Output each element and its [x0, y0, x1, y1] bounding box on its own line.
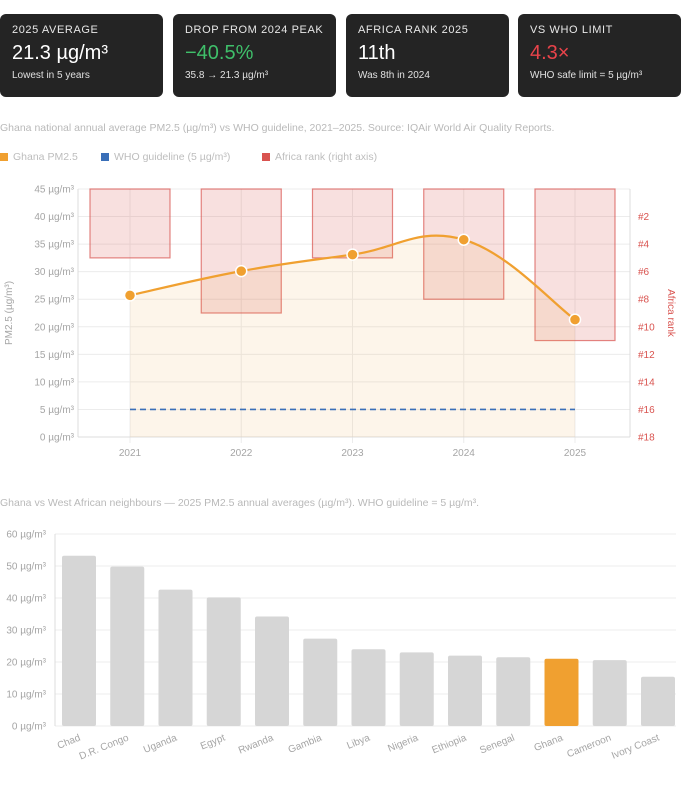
- x-tick-label: 2023: [341, 448, 364, 459]
- ghana-pm25-point-2024: [457, 233, 470, 246]
- rank-bar-2023: [311, 188, 394, 259]
- y-tick-label: 20 µg/m³: [6, 658, 46, 669]
- y2-tick-label: #18: [638, 433, 655, 444]
- y-tick-label: 20 µg/m³: [34, 322, 74, 333]
- y-axis-title: PM2.5 (µg/m³): [4, 281, 15, 345]
- legend-swatch: [262, 153, 270, 161]
- kpi-value: −40.5%: [185, 42, 254, 64]
- ghana-pm25-point-2023: [346, 248, 359, 261]
- bar-ethiopia: [448, 655, 482, 726]
- chart1-caption: Ghana national annual average PM2.5 (µg/…: [0, 122, 555, 134]
- x-tick-label: Egypt: [199, 733, 227, 753]
- kpi-value: 4.3×: [530, 42, 570, 64]
- x-tick-label: Chad: [56, 733, 82, 752]
- kpi-label: VS WHO LIMIT: [530, 24, 613, 36]
- y-tick-label: 50 µg/m³: [6, 562, 46, 573]
- kpi-card-who-limit: VS WHO LIMIT 4.3× WHO safe limit = 5 µg/…: [518, 14, 681, 97]
- bar-libya: [351, 649, 386, 726]
- kpi-card-2025-average: 2025 AVERAGE 21.3 µg/m³ Lowest in 5 year…: [0, 14, 163, 97]
- legend-label: Africa rank (right axis): [275, 151, 378, 163]
- x-tick-label: Gambia: [287, 732, 324, 755]
- x-tick-label: 2021: [119, 448, 142, 459]
- y-tick-label: 0 µg/m³: [12, 722, 47, 733]
- chart2-caption: Ghana vs West African neighbours — 2025 …: [0, 497, 480, 509]
- rank-bar-2022: [200, 188, 282, 314]
- kpi-label: 2025 AVERAGE: [12, 24, 99, 36]
- kpi-sub: 35.8 → 21.3 µg/m³: [185, 70, 269, 81]
- x-tick-label: Cameroon: [565, 733, 612, 761]
- y2-tick-label: #2: [638, 212, 650, 223]
- y-tick-label: 10 µg/m³: [34, 377, 74, 388]
- bar-nigeria: [399, 652, 434, 726]
- kpi-cards: 2025 AVERAGE 21.3 µg/m³ Lowest in 5 year…: [0, 14, 681, 97]
- bar-ivory-coast: [641, 676, 675, 726]
- y2-tick-label: #4: [638, 240, 650, 251]
- y-tick-label: 15 µg/m³: [34, 350, 74, 361]
- y-tick-label: 0 µg/m³: [40, 433, 75, 444]
- bar-gambia: [303, 638, 338, 726]
- kpi-card-drop: DROP FROM 2024 PEAK −40.5% 35.8 → 21.3 µ…: [173, 14, 336, 97]
- kpi-label: DROP FROM 2024 PEAK: [185, 24, 324, 36]
- y2-tick-label: #6: [638, 267, 650, 278]
- ghana-pm25-point-2022: [235, 264, 248, 278]
- x-tick-label: Libya: [345, 732, 372, 751]
- x-tick-label: D.R. Congo: [78, 732, 131, 762]
- bar-senegal: [496, 657, 531, 726]
- neighbours-bar-chart: 0 µg/m³ 10 µg/m³ 20 µg/m³ 30 µg/m³ 40 µg/m³ 5…: [6, 530, 676, 762]
- legend-label: WHO guideline (5 µg/m³): [114, 151, 231, 163]
- x-tick-label: Nigeria: [386, 732, 420, 754]
- legend-swatch: [101, 153, 109, 161]
- x-tick-label: 2024: [453, 448, 476, 459]
- kpi-value: 11th: [358, 42, 396, 64]
- y-tick-label: 40 µg/m³: [34, 212, 74, 223]
- y-tick-label: 35 µg/m³: [34, 240, 74, 251]
- rank-bar-2024: [423, 188, 505, 300]
- kpi-value: 21.3 µg/m³: [12, 42, 109, 64]
- y2-tick-label: #14: [638, 377, 655, 388]
- y-tick-label: 30 µg/m³: [34, 267, 74, 278]
- x-tick-label: 2025: [564, 448, 587, 459]
- bar-uganda: [158, 589, 193, 726]
- kpi-label: AFRICA RANK 2025: [358, 24, 469, 36]
- kpi-sub: WHO safe limit = 5 µg/m³: [530, 70, 643, 81]
- ghana-pm25-point-2025: [568, 313, 582, 326]
- y-tick-label: 30 µg/m³: [6, 626, 46, 637]
- x-tick-label: Senegal: [478, 733, 516, 757]
- y-tick-label: 45 µg/m³: [34, 185, 74, 196]
- y-tick-label: 40 µg/m³: [6, 594, 46, 605]
- legend-label: Ghana PM2.5: [13, 151, 78, 163]
- bar-d-r-congo: [110, 566, 145, 726]
- y-tick-label: 25 µg/m³: [34, 295, 74, 306]
- y2-axis-title: Africa rank: [665, 289, 676, 338]
- legend-swatch: [0, 153, 8, 161]
- x-tick-label: Ethiopia: [430, 732, 468, 756]
- y-tick-label: 60 µg/m³: [6, 530, 46, 541]
- y2-tick-label: #8: [638, 295, 650, 306]
- bar-egypt: [206, 597, 241, 726]
- bar-ghana: [544, 658, 579, 726]
- x-tick-label: 2022: [230, 448, 253, 459]
- bar-rwanda: [255, 616, 289, 726]
- ghana-pm25-area: [130, 235, 575, 437]
- kpi-sub: Lowest in 5 years: [12, 70, 90, 81]
- ghana-pm25-point-2021: [123, 289, 137, 302]
- x-tick-label: Ivory Coast: [610, 733, 661, 762]
- y2-tick-label: #10: [638, 322, 655, 333]
- x-tick-label: Rwanda: [237, 732, 276, 756]
- x-tick-label: Uganda: [142, 732, 179, 755]
- rank-bar-2021: [89, 188, 171, 259]
- pm25-trend-chart: 0 µg/m³ 5 µg/m³ 10 µg/m³ 15 µg/m³ 20 µg/m³ 25…: [4, 185, 676, 460]
- bar-chad: [62, 555, 96, 726]
- kpi-card-africa-rank: AFRICA RANK 2025 11th Was 8th in 2024: [346, 14, 509, 97]
- bar-cameroon: [592, 660, 627, 726]
- y2-tick-label: #16: [638, 405, 655, 416]
- x-tick-label: Ghana: [533, 732, 565, 754]
- kpi-sub: Was 8th in 2024: [358, 70, 430, 81]
- y2-tick-label: #12: [638, 350, 655, 361]
- y-tick-label: 10 µg/m³: [6, 690, 46, 701]
- y-tick-label: 5 µg/m³: [40, 405, 75, 416]
